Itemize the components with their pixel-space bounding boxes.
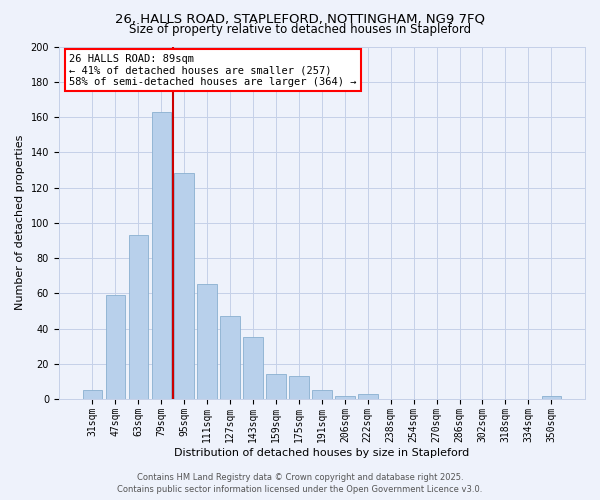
Y-axis label: Number of detached properties: Number of detached properties [15, 135, 25, 310]
Bar [289, 376, 308, 399]
Bar [83, 390, 102, 399]
Text: Contains HM Land Registry data © Crown copyright and database right 2025.
Contai: Contains HM Land Registry data © Crown c… [118, 472, 482, 494]
Text: Size of property relative to detached houses in Stapleford: Size of property relative to detached ho… [129, 22, 471, 36]
Text: 26, HALLS ROAD, STAPLEFORD, NOTTINGHAM, NG9 7FQ: 26, HALLS ROAD, STAPLEFORD, NOTTINGHAM, … [115, 12, 485, 26]
Bar [312, 390, 332, 399]
Bar [152, 112, 171, 399]
Bar [106, 295, 125, 399]
Bar [358, 394, 377, 399]
Bar [244, 338, 263, 399]
Bar [175, 174, 194, 399]
Bar [335, 396, 355, 399]
Text: 26 HALLS ROAD: 89sqm
← 41% of detached houses are smaller (257)
58% of semi-deta: 26 HALLS ROAD: 89sqm ← 41% of detached h… [70, 54, 357, 87]
Bar [128, 235, 148, 399]
Bar [197, 284, 217, 399]
Bar [220, 316, 240, 399]
Bar [266, 374, 286, 399]
X-axis label: Distribution of detached houses by size in Stapleford: Distribution of detached houses by size … [174, 448, 470, 458]
Bar [542, 396, 561, 399]
